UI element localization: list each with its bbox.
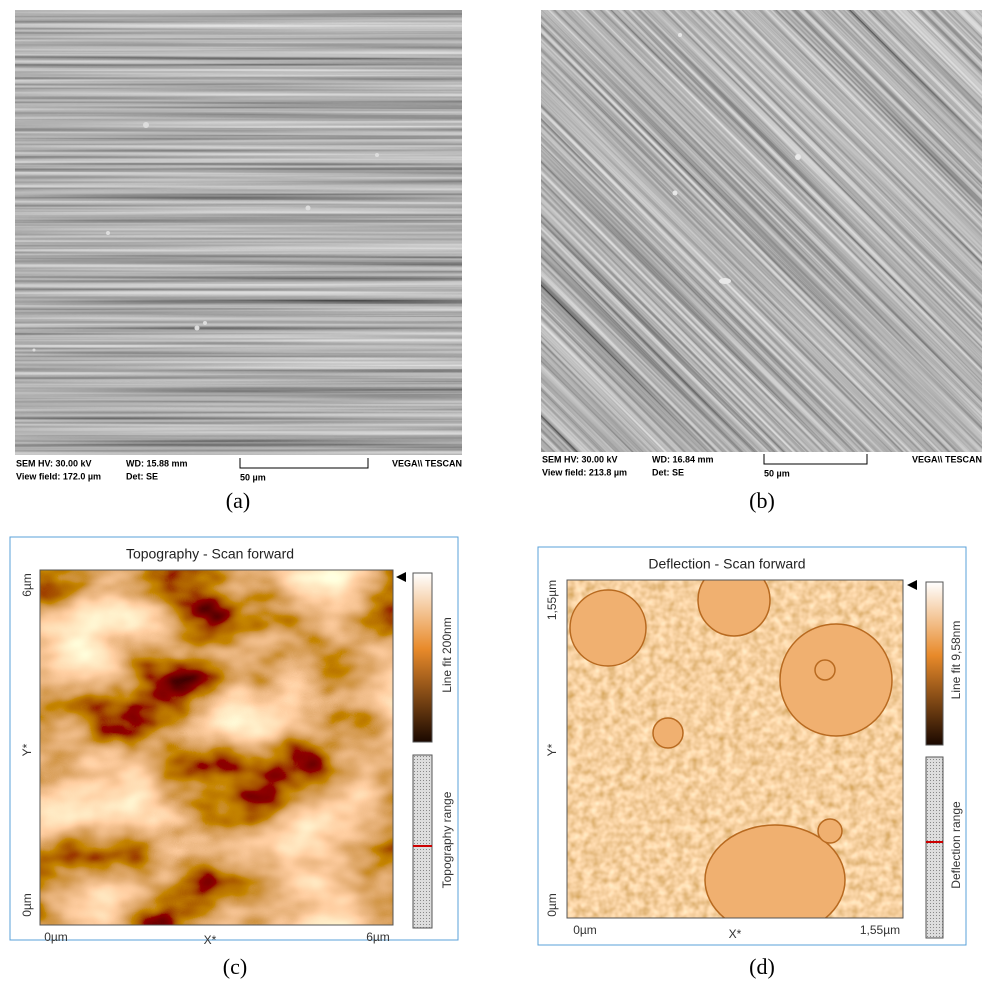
sem-wd: WD: 16.84 mm	[652, 454, 714, 464]
y-axis-label: Y*	[20, 743, 34, 756]
sem-hv: SEM HV: 30.00 kV	[542, 454, 618, 464]
sem-view-field: View field: 172.0 µm	[16, 471, 101, 481]
sem-scale: 50 µm	[240, 472, 266, 482]
x-axis-left: 0µm	[573, 923, 597, 937]
caption: (b)	[749, 488, 775, 513]
range-bar	[926, 757, 943, 938]
sem-brand: VEGA\\ TESCAN	[392, 458, 462, 468]
afm-title: Topography - Scan forward	[126, 546, 294, 562]
afm-title: Deflection - Scan forward	[648, 556, 805, 572]
y-axis-label: Y*	[545, 743, 559, 756]
caption: (a)	[226, 488, 250, 513]
x-axis-left: 0µm	[44, 930, 68, 944]
colorbar	[413, 573, 432, 742]
range-label: Deflection range	[949, 801, 963, 889]
sem-detector: Det: SE	[652, 467, 684, 477]
sem-hv: SEM HV: 30.00 kV	[16, 458, 92, 468]
afm-image	[40, 570, 393, 925]
colorbar-label: Line fit 9,58nm	[949, 621, 963, 700]
y-axis-top: 6µm	[20, 573, 34, 597]
colorbar	[926, 582, 943, 745]
sem-brand: VEGA\\ TESCAN	[912, 454, 982, 464]
x-axis-right: 6µm	[366, 930, 390, 944]
x-axis-right: 1,55µm	[860, 923, 900, 937]
sem-wd: WD: 15.88 mm	[126, 458, 188, 468]
range-label: Topography range	[440, 791, 454, 888]
sem-detector: Det: SE	[126, 471, 158, 481]
y-axis-bottom: 0µm	[20, 893, 34, 917]
colorbar-label: Line fit 200nm	[440, 617, 454, 692]
caption: (d)	[749, 954, 775, 979]
sem-image	[15, 10, 462, 455]
x-axis-label: X*	[204, 933, 217, 947]
y-axis-top: 1,55µm	[545, 580, 559, 620]
y-axis-bottom: 0µm	[545, 893, 559, 917]
caption: (c)	[223, 954, 247, 979]
range-bar	[413, 755, 432, 928]
x-axis-label: X*	[729, 927, 742, 941]
sem-view-field: View field: 213.8 µm	[542, 467, 627, 477]
sem-scale: 50 µm	[764, 468, 790, 478]
figure: SEM HV: 30.00 kV WD: 15.88 mm View field…	[0, 0, 984, 989]
